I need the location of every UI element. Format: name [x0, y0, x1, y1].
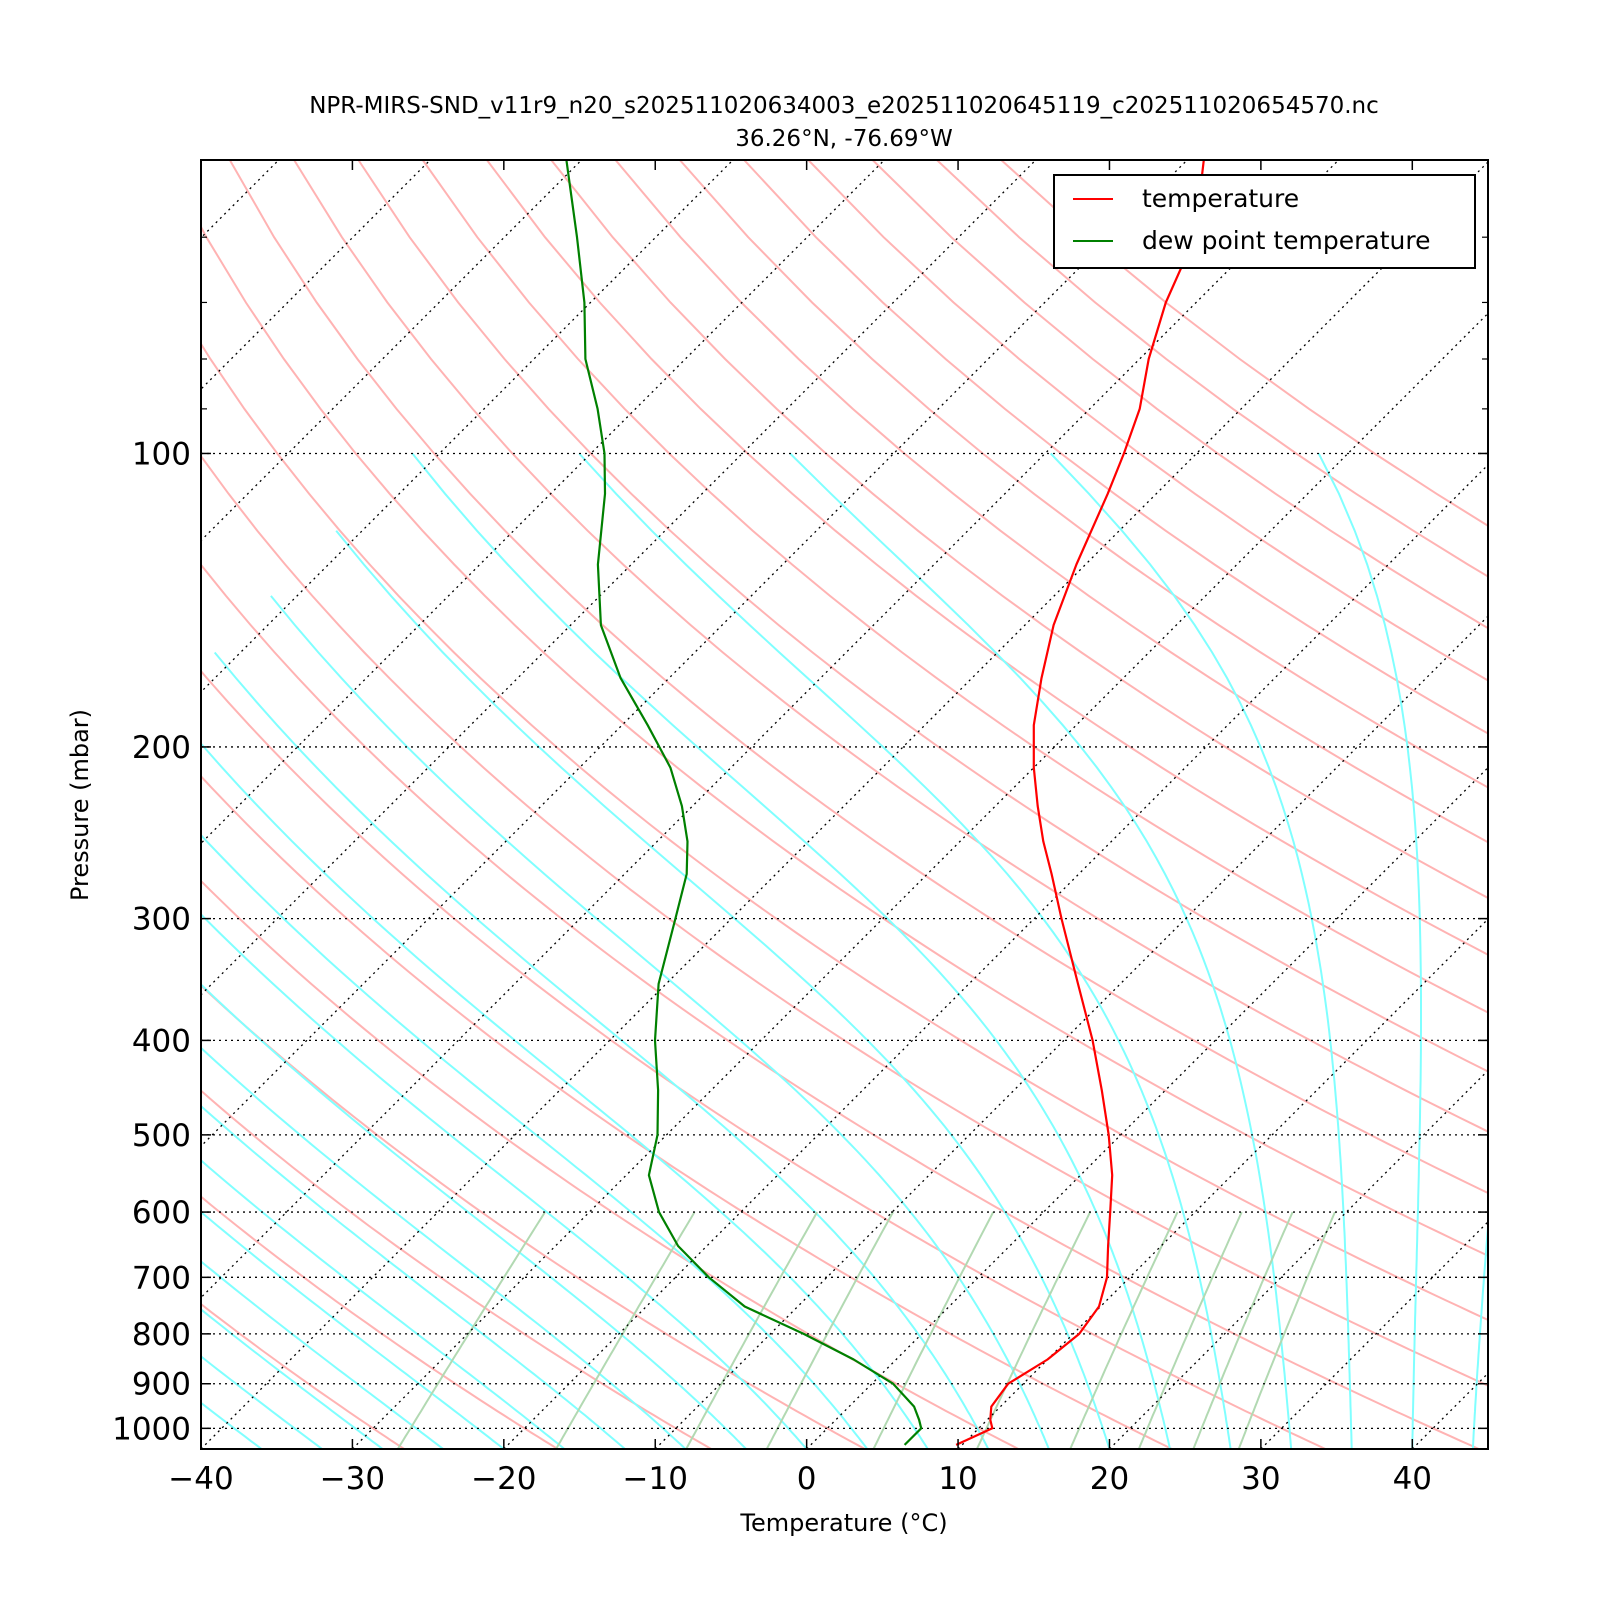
plot-background: [201, 160, 1488, 1449]
x-axis-label: Temperature (°C): [739, 1509, 947, 1537]
x-axis-ticks: −40 −30 −20 −10 0 10 20 30 40: [168, 160, 1432, 1497]
moist-adiabat: [201, 1104, 626, 1449]
x-tick-label: −30: [320, 1461, 385, 1497]
dry-adiabat: [201, 1089, 712, 1449]
isotherm: [201, 160, 1188, 1148]
isotherm: [201, 161, 1488, 1449]
y-tick-label: 100: [132, 436, 191, 472]
moist-adiabat: [201, 742, 929, 1449]
moist-adiabat: [1533, 454, 1600, 1450]
moist-adiabat: [213, 651, 990, 1449]
dry-adiabat: [679, 160, 1488, 789]
legend-label-temperature: temperature: [1142, 184, 1299, 213]
isotherm: [201, 160, 1037, 996]
moist-adiabat: [201, 1260, 444, 1449]
profile-series: [565, 160, 1205, 1446]
y-tick-label: 900: [132, 1367, 191, 1403]
y-axis-label: Pressure (mbar): [66, 709, 94, 901]
moist-adiabat: [789, 452, 1293, 1449]
x-tick-label: 40: [1393, 1461, 1432, 1497]
mixing-ratio-line: [1069, 1211, 1179, 1449]
mixing-ratio-line: [555, 1211, 696, 1449]
moist-adiabat: [1471, 1214, 1488, 1449]
moist-adiabat: [201, 983, 747, 1449]
dry-adiabat: [550, 160, 1488, 900]
moist-adiabat: [201, 1355, 323, 1449]
y-tick-label: 1000: [112, 1411, 191, 1447]
y-tick-label: 200: [132, 730, 191, 766]
legend: temperature dew point temperature: [1053, 174, 1476, 269]
legend-box: [1053, 174, 1476, 269]
y-tick-label: 800: [132, 1317, 191, 1353]
isotherm: [201, 160, 1340, 1299]
moist-adiabat: [201, 912, 808, 1449]
dry-adiabat: [421, 160, 1488, 1014]
mixing-ratio-line: [1237, 1211, 1336, 1449]
plot-frame: [200, 159, 1489, 1450]
moist-adiabat: [270, 595, 1050, 1449]
moist-adiabat: [201, 1308, 384, 1449]
isotherm: [201, 160, 734, 693]
y-tick-label: 400: [132, 1023, 191, 1059]
x-tick-label: −20: [471, 1461, 536, 1497]
dry-adiabat: [357, 160, 1488, 1073]
mixing-ratio-line: [872, 1211, 995, 1449]
chart-subtitle: 36.26°N, -76.69°W: [735, 126, 953, 152]
y-tick-label: 300: [132, 902, 191, 938]
moist-adiabat: [0, 1109, 140, 1449]
dry-adiabat: [228, 160, 1488, 1195]
dry-adiabat: [293, 160, 1488, 1133]
moist-adiabat: [201, 1210, 505, 1449]
moist-adiabat: [578, 452, 1232, 1449]
y-axis-ticks: 100 200 300 400 500 600 700 800 900 1000: [112, 436, 1488, 1447]
moist-adiabat: [201, 1159, 566, 1449]
x-tick-label: 10: [938, 1461, 977, 1497]
mixing-ratio-line: [1192, 1211, 1294, 1449]
mixing-ratio-line: [765, 1211, 894, 1449]
temperature-line: [955, 160, 1205, 1446]
isotherm: [201, 160, 885, 845]
dry-adiabat: [201, 454, 1488, 1387]
y-tick-label: 700: [132, 1260, 191, 1296]
x-tick-label: −40: [168, 1461, 233, 1497]
isotherm: [201, 160, 431, 391]
isotherm: [1564, 160, 1600, 1449]
isobar-grid: [201, 452, 1488, 1429]
moist-adiabat: [1049, 452, 1353, 1449]
dry-adiabat: [201, 774, 1173, 1449]
mixing-ratio-line: [1137, 1211, 1243, 1449]
y-tick-label: 500: [132, 1118, 191, 1154]
x-tick-label: 20: [1090, 1461, 1129, 1497]
dry-adiabat: [486, 160, 1488, 956]
moist-adiabat: [201, 833, 869, 1449]
chart-title: NPR-MIRS-SND_v11r9_n20_s202511020634003_…: [309, 93, 1379, 119]
x-tick-label: 30: [1241, 1461, 1280, 1497]
dry-adiabat: [201, 224, 1488, 1257]
dry-adiabat: [201, 342, 1488, 1322]
mixing-ratio-line: [396, 1211, 546, 1449]
x-tick-label: −10: [623, 1461, 688, 1497]
dry-adiabat: [614, 160, 1488, 844]
mixing-ratio-lines: [396, 1211, 1336, 1449]
dewpoint-line: [565, 160, 923, 1446]
dry-adiabat: [201, 984, 866, 1449]
dry-adiabat: [201, 1302, 405, 1449]
dry-adiabat: [201, 669, 1326, 1449]
moist-adiabat: [411, 452, 1171, 1449]
mixing-ratio-line: [685, 1211, 818, 1449]
moist-adiabat: [201, 1046, 687, 1449]
isotherm: [0, 160, 127, 1449]
y-tick-label: 600: [132, 1195, 191, 1231]
legend-label-dewpoint: dew point temperature: [1142, 226, 1431, 255]
minor-ticks: [201, 159, 1488, 410]
isotherm: [351, 312, 1488, 1449]
x-tick-label: 0: [797, 1461, 817, 1497]
isotherm-grid: [0, 160, 1600, 1449]
isotherm: [201, 160, 582, 542]
moist-adiabat: [335, 530, 1111, 1449]
moist-adiabat: [1317, 453, 1422, 1449]
dry-adiabat: [201, 563, 1480, 1449]
